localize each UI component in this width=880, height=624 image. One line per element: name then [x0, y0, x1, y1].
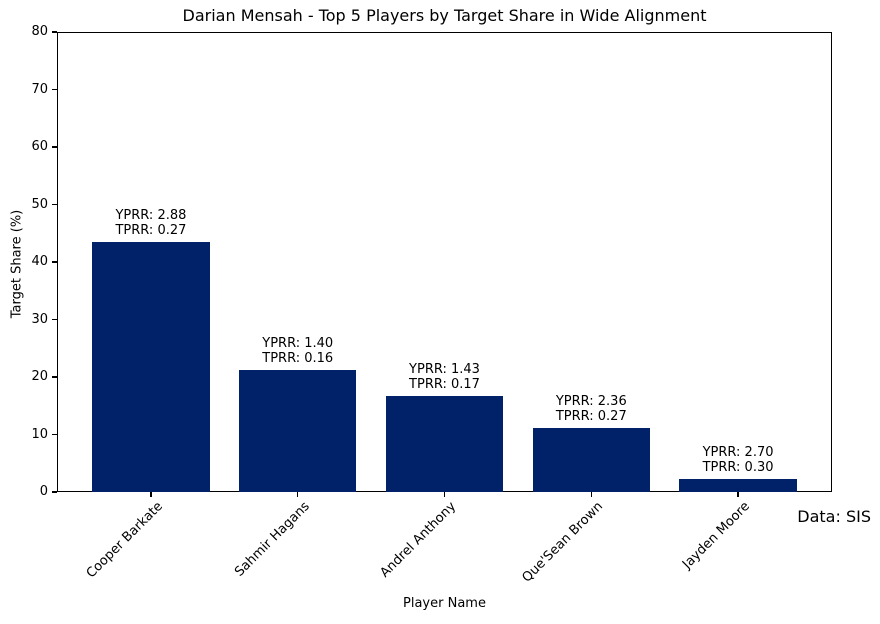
x-tick-mark — [150, 492, 152, 497]
x-tick-label-jayden-moore: Jayden Moore — [679, 499, 753, 573]
y-tick-label: 30 — [31, 311, 48, 327]
annotation-line: YPRR: 1.43 — [409, 361, 480, 377]
annotation-line: TPRR: 0.27 — [555, 408, 627, 424]
y-tick-label: 60 — [31, 139, 48, 154]
bar-annotation-cooper-barkate: YPRR: 2.88 TPRR: 0.27 — [115, 208, 186, 238]
annotation-line: TPRR: 0.30 — [702, 459, 774, 475]
x-tick-label-cooper-barkate: Cooper Barkate — [83, 499, 166, 582]
y-tick-mark — [52, 318, 57, 321]
annotation-line: YPRR: 1.40 — [262, 335, 334, 351]
y-tick-mark — [52, 31, 57, 33]
annotation-line: YPRR: 2.88 — [115, 208, 187, 224]
annotation-line: TPRR: 0.27 — [115, 223, 187, 239]
y-tick-label: 50 — [31, 196, 48, 212]
bar-jayden-moore — [679, 478, 797, 492]
bar-sahmir-hagans — [239, 369, 357, 492]
bar-annotation-que-sean-brown: YPRR: 2.36 TPRR: 0.27 — [556, 394, 627, 424]
bar-cooper-barkate — [92, 242, 210, 492]
y-tick-mark — [52, 433, 57, 436]
y-tick-mark — [52, 491, 57, 493]
chart-title: Darian Mensah - Top 5 Players by Target … — [182, 6, 707, 25]
bar-annotation-jayden-moore: YPRR: 2.70 TPRR: 0.30 — [703, 445, 774, 475]
y-tick-label: 0 — [39, 484, 48, 499]
x-tick-mark — [296, 492, 299, 497]
x-tick-mark — [590, 492, 593, 497]
x-tick-label-andrel-anthony: Andrel Anthony — [377, 499, 460, 581]
bar-andrel-anthony — [385, 395, 504, 492]
y-tick-mark — [52, 203, 57, 206]
y-tick-mark — [52, 261, 57, 263]
annotation-line: TPRR: 0.16 — [262, 350, 334, 366]
x-tick-mark — [443, 492, 446, 497]
x-tick-label-sahmir-hagans: Sahmir Hagans — [231, 499, 313, 580]
bar-que-sean-brown — [532, 427, 650, 492]
y-tick-label: 70 — [31, 81, 48, 97]
x-tick-mark — [737, 492, 739, 497]
y-tick-label: 10 — [31, 426, 48, 442]
x-axis-label: Player Name — [403, 596, 486, 611]
annotation-line: YPRR: 2.70 — [702, 444, 774, 460]
annotation-line: TPRR: 0.17 — [409, 376, 480, 392]
y-tick-mark — [52, 146, 57, 148]
bar-annotation-sahmir-hagans: YPRR: 1.40 TPRR: 0.16 — [262, 336, 333, 366]
x-tick-label-que-sean-brown: Que'Sean Brown — [519, 499, 606, 586]
y-tick-label: 80 — [31, 24, 48, 39]
y-tick-mark — [52, 88, 57, 91]
annotation-line: YPRR: 2.36 — [555, 393, 627, 409]
y-tick-mark — [52, 376, 57, 378]
bar-annotation-andrel-anthony: YPRR: 1.43 TPRR: 0.17 — [409, 362, 480, 392]
y-tick-label: 40 — [31, 254, 48, 269]
y-tick-label: 20 — [31, 369, 48, 384]
source-note: Data: SIS — [797, 507, 871, 526]
